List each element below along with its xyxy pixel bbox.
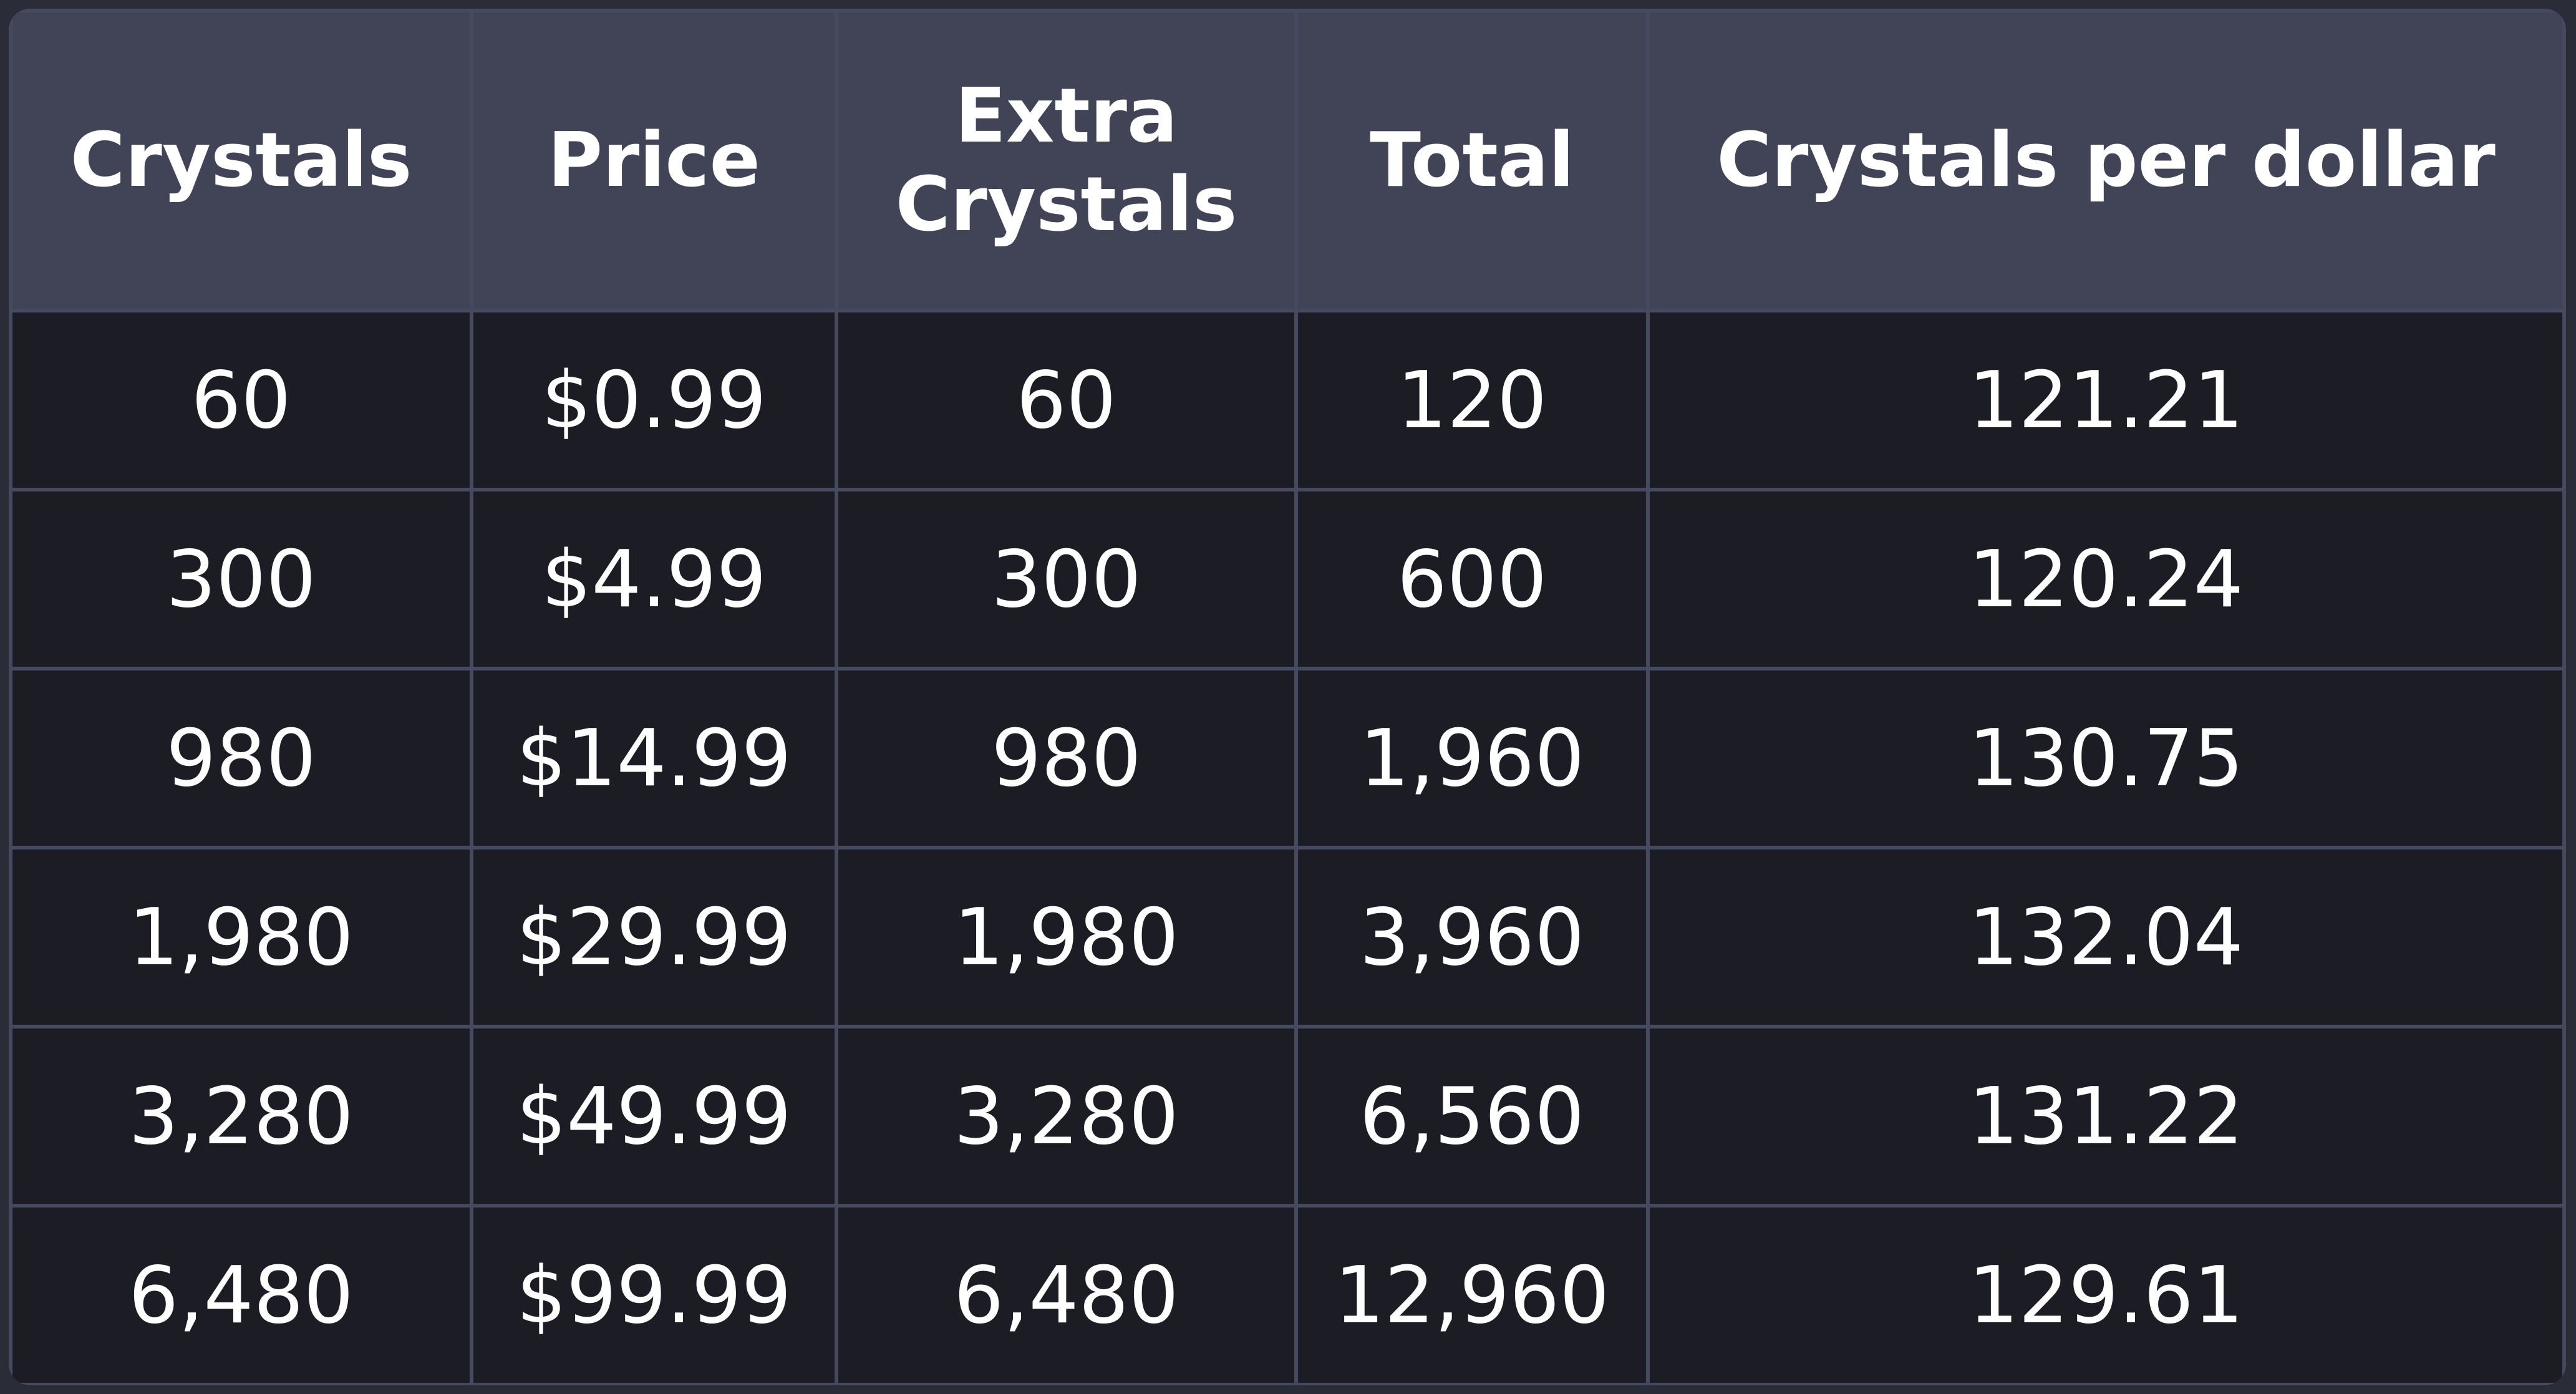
cell-crystals: 3,280 — [12, 1029, 470, 1204]
header-price: Price — [473, 12, 835, 309]
cell-extra-crystals: 3,280 — [838, 1029, 1294, 1204]
cell-extra-crystals: 6,480 — [838, 1208, 1294, 1383]
cell-extra-crystals: 980 — [838, 670, 1294, 846]
cell-price: $14.99 — [473, 670, 835, 846]
cell-price: $4.99 — [473, 491, 835, 667]
header-total-label: Total — [1370, 117, 1574, 204]
crystal-pricing-table: Crystals Price Extra Crystals Total Cryst… — [9, 9, 2566, 1385]
table-row: 1,980 $29.99 1,980 3,960 132.04 — [12, 849, 2562, 1025]
cell-crystals-per-dollar: 121.21 — [1650, 312, 2562, 488]
cell-price: $49.99 — [473, 1029, 835, 1204]
cell-total: 120 — [1298, 312, 1646, 488]
cell-crystals-per-dollar: 129.61 — [1650, 1208, 2562, 1383]
cell-crystals: 980 — [12, 670, 470, 846]
cell-price: $99.99 — [473, 1208, 835, 1383]
table-row: 60 $0.99 60 120 121.21 — [12, 312, 2562, 488]
cell-crystals-per-dollar: 132.04 — [1650, 849, 2562, 1025]
cell-crystals-per-dollar: 130.75 — [1650, 670, 2562, 846]
cell-extra-crystals: 1,980 — [838, 849, 1294, 1025]
header-extra-crystals-line-2: Crystals — [895, 161, 1237, 248]
header-crystals-per-dollar: Crystals per dollar — [1650, 12, 2562, 309]
cell-extra-crystals: 300 — [838, 491, 1294, 667]
header-crystals-label: Crystals — [70, 117, 412, 204]
header-total: Total — [1298, 12, 1646, 309]
table-row: 300 $4.99 300 600 120.24 — [12, 491, 2562, 667]
cell-price: $29.99 — [473, 849, 835, 1025]
header-price-label: Price — [548, 117, 760, 204]
header-crystals-per-dollar-label: Crystals per dollar — [1717, 117, 2496, 204]
cell-total: 12,960 — [1298, 1208, 1646, 1383]
cell-crystals: 6,480 — [12, 1208, 470, 1383]
table-header-row: Crystals Price Extra Crystals Total Cryst… — [12, 12, 2562, 309]
cell-total: 3,960 — [1298, 849, 1646, 1025]
header-extra-crystals: Extra Crystals — [838, 12, 1294, 309]
cell-crystals-per-dollar: 131.22 — [1650, 1029, 2562, 1204]
pricing-table-frame: Crystals Price Extra Crystals Total Cryst… — [9, 9, 2566, 1385]
table-row: 980 $14.99 980 1,960 130.75 — [12, 670, 2562, 846]
cell-crystals-per-dollar: 120.24 — [1650, 491, 2562, 667]
cell-price: $0.99 — [473, 312, 835, 488]
cell-crystals: 60 — [12, 312, 470, 488]
cell-crystals: 300 — [12, 491, 470, 667]
header-crystals: Crystals — [12, 12, 470, 309]
cell-total: 600 — [1298, 491, 1646, 667]
header-extra-crystals-line-1: Extra — [955, 72, 1178, 160]
cell-total: 6,560 — [1298, 1029, 1646, 1204]
table-row: 3,280 $49.99 3,280 6,560 131.22 — [12, 1029, 2562, 1204]
cell-crystals: 1,980 — [12, 849, 470, 1025]
table-row: 6,480 $99.99 6,480 12,960 129.61 — [12, 1208, 2562, 1383]
cell-total: 1,960 — [1298, 670, 1646, 846]
cell-extra-crystals: 60 — [838, 312, 1294, 488]
